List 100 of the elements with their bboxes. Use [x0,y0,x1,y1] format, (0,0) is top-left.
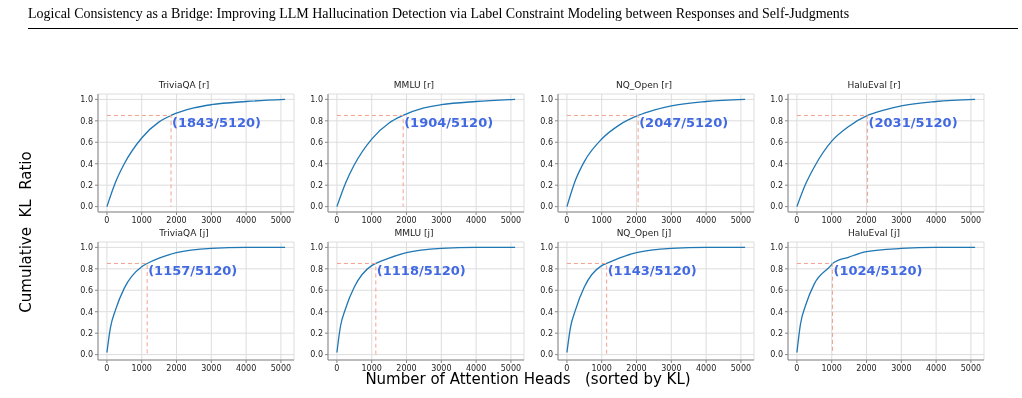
line-series [796,98,976,208]
x-tick-label: 4000 [465,363,487,373]
y-tick-label: 0.6 [80,138,93,148]
chart-title: TriviaQA [r] [157,80,211,91]
y-tick-label: 0.4 [310,307,323,317]
y-tick-label: 0.2 [310,329,323,339]
y-tick-label: 0.0 [310,202,323,212]
x-tick-label: 2000 [396,215,417,225]
x-tick-label: 0 [794,215,800,225]
y-tick-label: 1.0 [770,95,783,105]
y-tick-label: 0.4 [310,159,323,169]
x-tick-label: 5000 [270,215,292,225]
line-series [566,246,746,354]
annotation: (1843/5120) [172,115,262,131]
y-tick-label: 0.6 [770,138,783,148]
y-tick-label: 0.6 [540,286,553,296]
x-axis-title: Number of Attention Heads (sorted by KL) [365,370,691,388]
x-tick-label: 2000 [856,215,877,225]
line-series [336,98,516,208]
y-tick-label: 0.6 [310,286,323,296]
x-tick-label: 5000 [730,215,752,225]
y-tick-label: 1.0 [770,243,783,253]
y-tick-label: 0.4 [540,159,553,169]
y-tick-label: 0.8 [80,116,93,126]
y-tick-label: 0.0 [540,350,553,360]
x-tick-label: 2000 [626,215,647,225]
y-tick-label: 0.4 [80,159,93,169]
y-tick-label: 0.2 [540,181,553,191]
y-tick-label: 1.0 [540,243,553,253]
x-tick-label: 4000 [925,215,947,225]
x-tick-label: 4000 [695,363,717,373]
x-tick-label: 1000 [591,215,612,225]
y-tick-label: 0.4 [540,307,553,317]
line-series [106,246,286,354]
x-tick-label: 2000 [166,215,187,225]
x-tick-label: 3000 [431,363,452,373]
line-series [796,246,976,354]
y-tick-label: 0.2 [80,329,93,339]
y-tick-label: 0.8 [80,264,93,274]
x-tick-label: 3000 [891,215,912,225]
y-tick-label: 0.2 [770,181,783,191]
y-tick-label: 0.0 [80,350,93,360]
chart-title: MMLU [j] [393,228,435,239]
x-tick-label: 0 [794,363,800,373]
y-tick-label: 0.4 [770,159,783,169]
annotation: (1024/5120) [833,263,923,279]
x-tick-label: 3000 [891,363,912,373]
y-tick-label: 0.6 [770,286,783,296]
chart-title: TriviaQA [j] [158,228,210,239]
x-tick-label: 0 [104,363,110,373]
x-tick-label: 2000 [626,363,647,373]
y-tick-label: 0.0 [770,202,783,212]
x-tick-label: 1000 [361,363,382,373]
y-tick-label: 0.8 [770,264,783,274]
x-tick-label: 2000 [856,363,877,373]
line-series [106,98,286,208]
x-tick-label: 3000 [201,215,222,225]
chart-title: HaluEval [r] [846,80,902,91]
x-tick-label: 0 [104,215,110,225]
x-tick-label: 5000 [500,215,522,225]
x-tick-label: 3000 [661,215,682,225]
annotation: (1904/5120) [404,115,494,131]
y-tick-label: 1.0 [80,95,93,105]
x-tick-label: 4000 [925,363,947,373]
y-tick-label: 0.2 [80,181,93,191]
x-tick-label: 4000 [695,215,717,225]
x-tick-label: 0 [334,363,340,373]
x-tick-label: 1000 [821,363,842,373]
y-tick-label: 0.8 [310,116,323,126]
y-tick-label: 0.8 [770,116,783,126]
y-tick-label: 0.2 [310,181,323,191]
x-tick-label: 3000 [201,363,222,373]
chart-title: NQ_Open [r] [615,80,673,91]
x-tick-label: 5000 [960,363,982,373]
x-tick-label: 1000 [591,363,612,373]
y-tick-label: 0.6 [310,138,323,148]
chart-title: HaluEval [j] [847,228,901,239]
line-series [566,98,746,208]
x-tick-label: 5000 [730,363,752,373]
y-tick-label: 0.0 [80,202,93,212]
y-tick-label: 0.6 [540,138,553,148]
x-tick-label: 0 [564,363,570,373]
chart-title: MMLU [r] [392,80,436,91]
x-tick-label: 2000 [396,363,417,373]
y-tick-label: 0.8 [540,116,553,126]
x-tick-label: 4000 [465,215,487,225]
annotation: (1143/5120) [607,263,697,279]
x-tick-label: 4000 [235,215,257,225]
line-series [336,246,516,354]
annotation: (1118/5120) [376,263,466,279]
y-axis-title: Cumulative KL Ratio [17,150,35,315]
x-tick-label: 3000 [431,215,452,225]
x-tick-label: 5000 [960,215,982,225]
chart-title: NQ_Open [j] [615,228,673,239]
y-tick-label: 0.0 [310,350,323,360]
y-tick-label: 1.0 [310,95,323,105]
x-tick-label: 5000 [500,363,522,373]
x-tick-label: 1000 [131,363,152,373]
y-tick-label: 1.0 [540,95,553,105]
x-tick-label: 1000 [131,215,152,225]
